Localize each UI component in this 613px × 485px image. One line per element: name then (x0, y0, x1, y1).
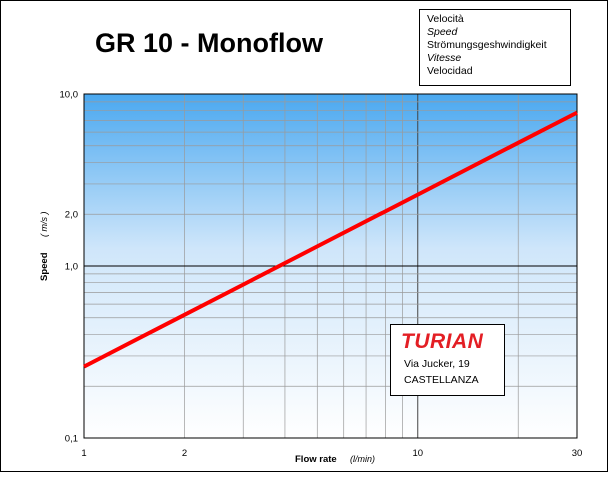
y-tick-label: 1,0 (65, 262, 78, 273)
speed-series-line (83, 110, 578, 369)
legend-line-french: Vitesse (427, 52, 462, 64)
plot-border (83, 93, 578, 439)
brand-city: CASTELLANZA (404, 374, 479, 386)
legend-line-italian: Velocità (427, 13, 464, 25)
chart-title: GR 10 - Monoflow (95, 28, 323, 58)
x-tick-label: 1 (81, 448, 86, 459)
x-tick-label: 30 (572, 448, 583, 459)
legend-line-german: Strömungsgeshwindigkeit (427, 39, 547, 51)
x-axis-label: Flow rate (295, 454, 337, 465)
legend-line-english: Speed (427, 26, 458, 38)
brand-logo: TURIAN (401, 330, 484, 353)
y-tick-label: 0,1 (65, 434, 78, 445)
legend-line-spanish: Velocidad (427, 65, 473, 77)
y-axis-label: Speed (39, 252, 50, 281)
x-tick-label: 2 (182, 448, 187, 459)
y-axis-unit: ( m/s ) (39, 212, 49, 238)
x-tick-label: 10 (412, 448, 423, 459)
brand-address: Via Jucker, 19 (404, 358, 470, 370)
x-axis-unit: (l/min) (350, 454, 375, 464)
manufacturer-box: TURIAN Via Jucker, 19 CASTELLANZA (390, 324, 505, 396)
y-tick-label: 10,0 (60, 90, 79, 101)
y-tick-label: 2,0 (65, 210, 78, 221)
speed-legend-box: Velocità Speed Strömungsgeshwindigkeit V… (419, 9, 571, 86)
